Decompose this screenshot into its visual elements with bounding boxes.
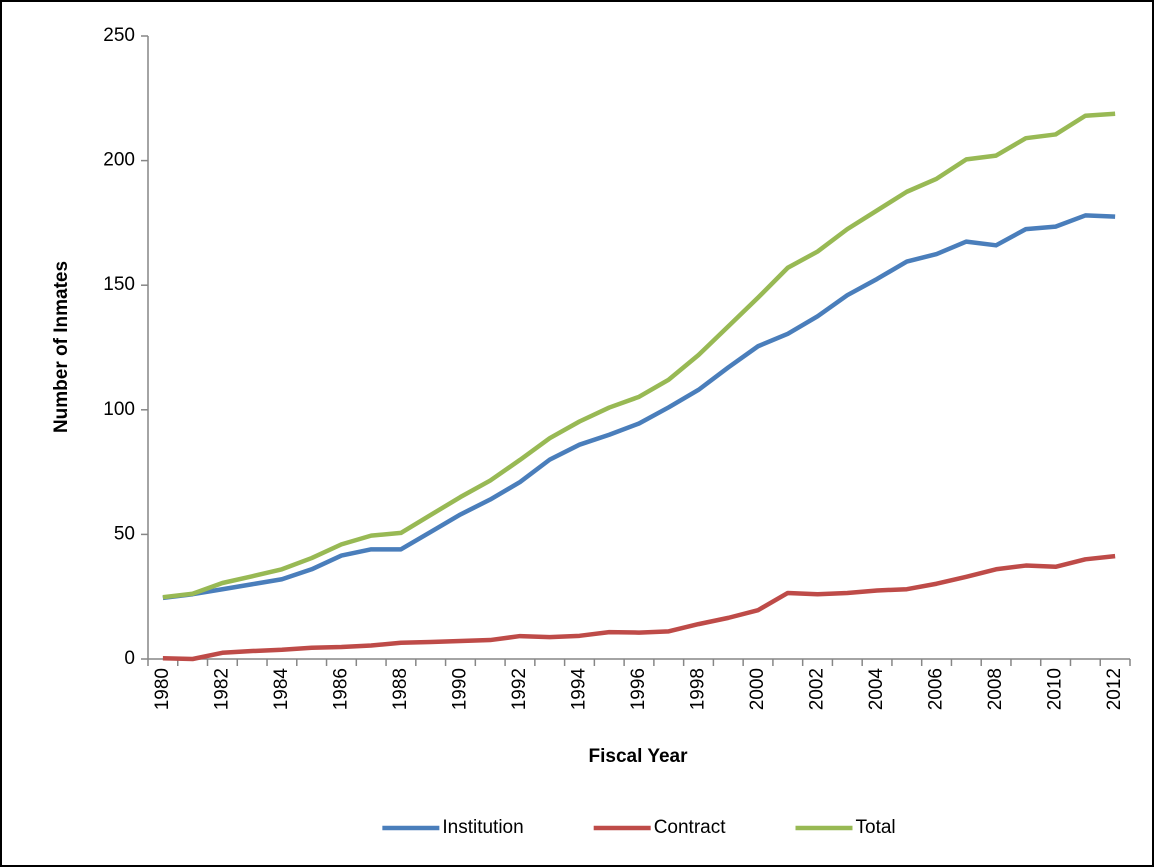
x-tick-label: 1998 [688, 668, 709, 710]
x-tick-label: 2002 [807, 668, 828, 710]
y-tick-label: 150 [103, 274, 135, 295]
x-tick-label: 2010 [1045, 668, 1066, 710]
y-tick-label: 0 [124, 648, 135, 669]
series-line [162, 553, 1116, 662]
x-tick-label: 2012 [1104, 668, 1125, 710]
x-tick-label: 2008 [985, 668, 1006, 710]
y-tick-label: 50 [114, 523, 135, 544]
x-tick-label: 1988 [390, 668, 411, 710]
x-tick-label: 1982 [211, 668, 232, 710]
x-axis-title: Fiscal Year [589, 746, 689, 767]
x-tick-label: 1984 [271, 668, 292, 711]
series-line [162, 111, 1116, 600]
y-tick-label: 200 [103, 150, 135, 171]
x-tick-label: 2000 [747, 668, 768, 710]
legend-label: Contract [654, 817, 727, 838]
x-tick-label: 1986 [330, 668, 351, 710]
y-tick-label: 100 [103, 399, 135, 420]
x-tick-label: 1996 [628, 668, 649, 710]
legend-label: Total [856, 817, 896, 838]
y-tick-label: 250 [103, 25, 135, 46]
x-tick-label: 1992 [509, 668, 530, 710]
series-line [162, 213, 1116, 601]
x-tick-label: 1980 [152, 668, 173, 710]
legend-label: Institution [442, 817, 523, 838]
y-axis-title: Number of Inmates [51, 261, 72, 433]
x-tick-label: 2006 [926, 668, 947, 710]
x-tick-label: 2004 [866, 668, 887, 711]
x-tick-label: 1994 [569, 668, 590, 711]
x-tick-label: 1990 [449, 668, 470, 710]
